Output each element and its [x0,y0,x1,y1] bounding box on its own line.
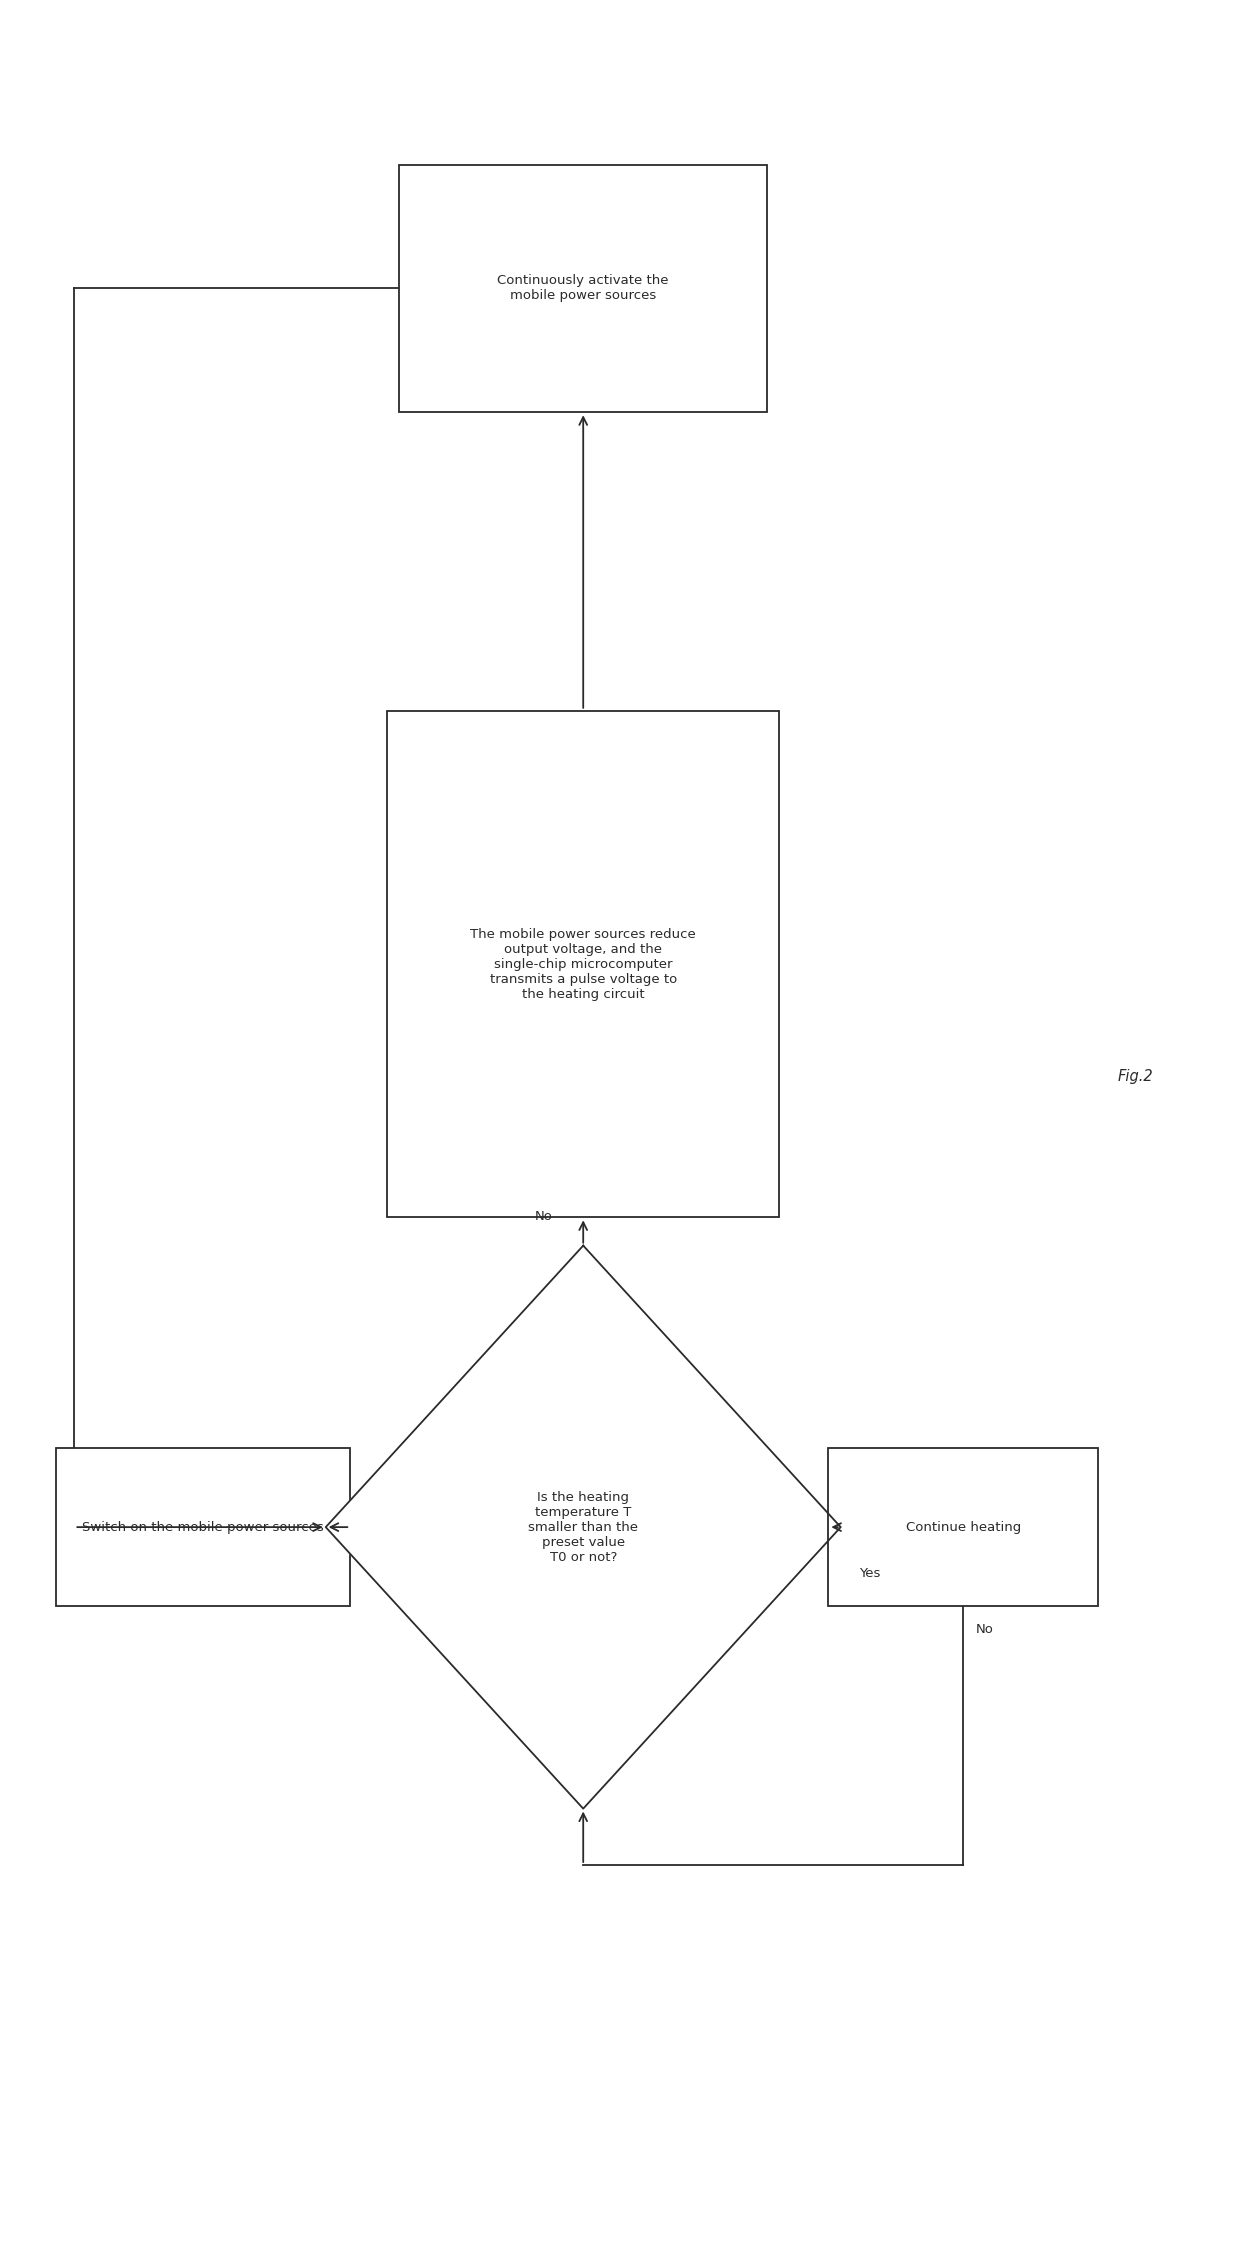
Text: No: No [976,1622,993,1636]
FancyBboxPatch shape [56,1448,350,1607]
Text: Continuously activate the
mobile power sources: Continuously activate the mobile power s… [497,274,668,301]
Text: Fig.2: Fig.2 [1117,1070,1153,1083]
FancyBboxPatch shape [399,165,768,412]
Polygon shape [326,1246,841,1808]
Text: Yes: Yes [859,1566,880,1579]
Text: The mobile power sources reduce
output voltage, and the
single-chip microcompute: The mobile power sources reduce output v… [470,927,696,1002]
FancyBboxPatch shape [387,712,780,1217]
FancyBboxPatch shape [828,1448,1099,1607]
Text: Continue heating: Continue heating [905,1520,1021,1534]
Text: Is the heating
temperature T
smaller than the
preset value
T0 or not?: Is the heating temperature T smaller tha… [528,1491,639,1564]
Text: Switch on the mobile power sources: Switch on the mobile power sources [82,1520,324,1534]
Text: No: No [534,1210,553,1224]
